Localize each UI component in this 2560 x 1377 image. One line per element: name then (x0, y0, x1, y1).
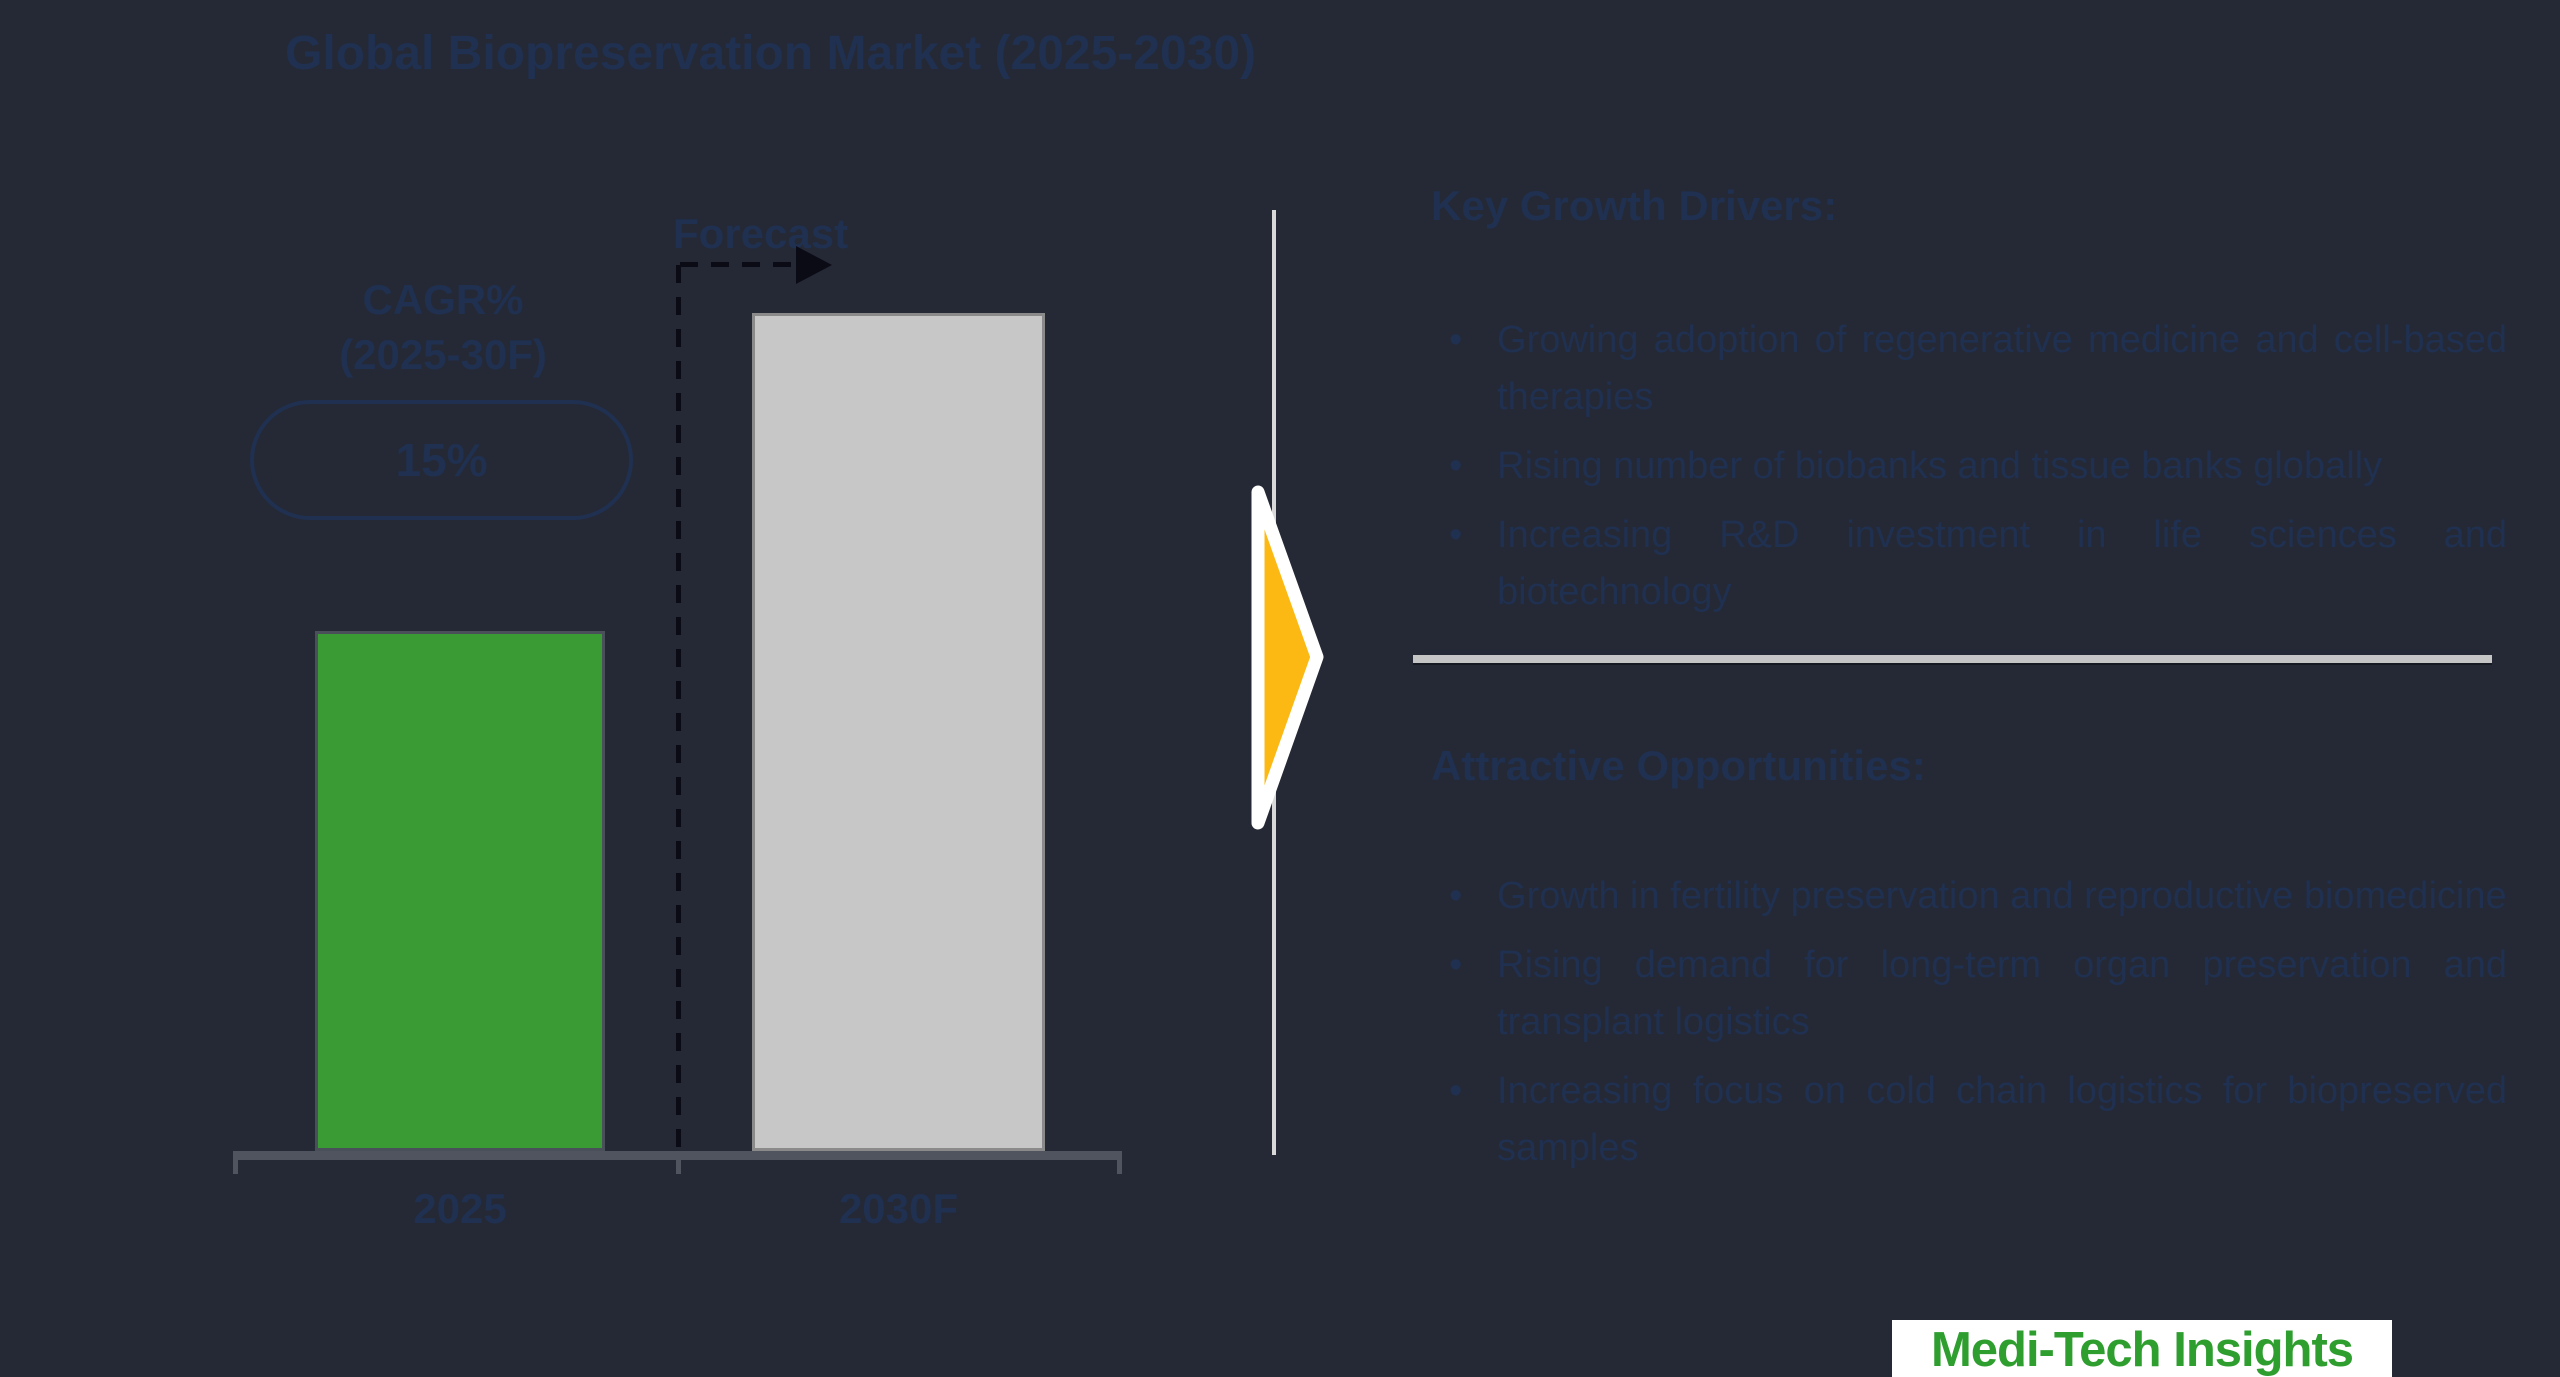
page-title: Global Biopreservation Market (2025-2030… (285, 27, 1257, 80)
opportunities-heading: Attractive Opportunities: (1431, 742, 1926, 789)
list-item: Increasing R&D investment in life scienc… (1445, 507, 2507, 621)
drivers-heading: Key Growth Drivers: (1431, 182, 1838, 229)
section-separator-line (1413, 655, 2492, 663)
x-axis-tick (676, 1160, 681, 1174)
list-item: Rising demand for long-term organ preser… (1445, 937, 2507, 1051)
x-axis-tick (233, 1160, 238, 1174)
medi-tech-insights-logo: Medi-Tech Insights (1892, 1320, 2392, 1377)
cagr-label-line2: (2025-30F) (339, 331, 547, 378)
forecast-dashed-line-horizontal (680, 262, 798, 267)
x-axis-line (233, 1151, 1122, 1160)
list-item: Growth in fertility preservation and rep… (1445, 868, 2507, 925)
x-axis-tick (1117, 1160, 1122, 1174)
cagr-label: CAGR% (2025-30F) (250, 272, 636, 382)
x-axis-label-2025: 2025 (413, 1185, 507, 1232)
list-item: Growing adoption of regenerative medicin… (1445, 312, 2507, 426)
bar-2030f (752, 313, 1045, 1151)
forecast-dashed-line-vertical (676, 265, 681, 1151)
opportunities-list: Growth in fertility preservation and rep… (1445, 868, 2507, 1189)
x-axis-label-2030f: 2030F (838, 1185, 959, 1232)
cagr-value: 15% (395, 434, 488, 486)
bar-2025 (315, 631, 605, 1151)
yellow-arrow-icon (1251, 485, 1324, 830)
list-item: Rising number of biobanks and tissue ban… (1445, 438, 2507, 495)
forecast-arrowhead-icon (796, 246, 832, 284)
drivers-list: Growing adoption of regenerative medicin… (1445, 312, 2507, 633)
cagr-value-pill: 15% (250, 400, 633, 520)
cagr-label-line1: CAGR% (362, 276, 524, 323)
list-item: Increasing focus on cold chain logistics… (1445, 1063, 2507, 1177)
logo-text: Medi-Tech Insights (1930, 1323, 2354, 1377)
